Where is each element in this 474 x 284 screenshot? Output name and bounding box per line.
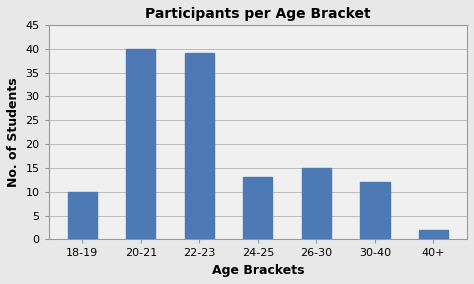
Bar: [126, 49, 155, 239]
Title: Participants per Age Bracket: Participants per Age Bracket: [145, 7, 371, 21]
Bar: [302, 168, 331, 239]
Y-axis label: No. of Students: No. of Students: [7, 77, 20, 187]
Bar: [185, 53, 214, 239]
Bar: [360, 182, 390, 239]
Bar: [419, 230, 448, 239]
X-axis label: Age Brackets: Age Brackets: [211, 264, 304, 277]
Bar: [243, 178, 273, 239]
Bar: [68, 192, 97, 239]
